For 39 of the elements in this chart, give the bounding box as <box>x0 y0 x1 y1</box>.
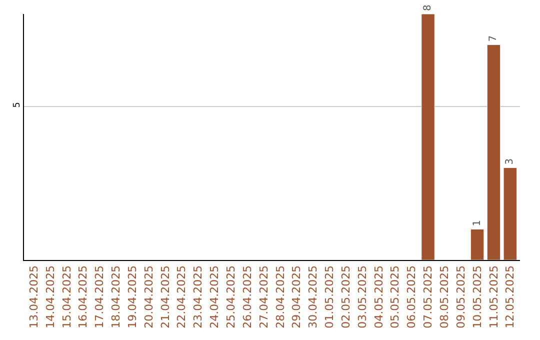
data-label: 8 <box>422 4 434 11</box>
y-tick-label: 5 <box>12 102 22 108</box>
x-tick-label: 08.05.2025 <box>438 265 452 328</box>
bar <box>421 14 435 260</box>
bar <box>486 44 501 260</box>
x-tick-label: 11.05.2025 <box>487 265 500 328</box>
x-tick-label: 01.05.2025 <box>323 265 336 328</box>
x-tick-label: 16.04.2025 <box>76 265 90 328</box>
x-tick-label: 13.04.2025 <box>27 265 40 328</box>
x-tick-label: 22.04.2025 <box>175 265 188 328</box>
data-label: 7 <box>488 35 500 42</box>
bar <box>503 168 517 260</box>
x-tick-label: 05.05.2025 <box>388 265 402 328</box>
x-tick-label: 29.04.2025 <box>290 265 304 328</box>
x-tick-label: 03.05.2025 <box>356 265 369 328</box>
x-tick-label: 23.04.2025 <box>192 265 205 328</box>
data-label: 1 <box>472 220 483 226</box>
x-tick-label: 26.04.2025 <box>240 265 254 328</box>
x-tick-label: 21.04.2025 <box>158 265 172 328</box>
x-tick-label: 04.05.2025 <box>372 265 386 328</box>
x-tick-label: 19.04.2025 <box>126 265 139 328</box>
x-tick-label: 10.05.2025 <box>470 265 484 328</box>
x-tick-label: 06.05.2025 <box>405 265 418 328</box>
x-tick-label: 27.04.2025 <box>257 265 270 328</box>
x-tick-label: 30.04.2025 <box>306 265 320 328</box>
x-tick-label: 24.04.2025 <box>208 265 222 328</box>
x-tick-label: 20.04.2025 <box>142 265 156 328</box>
x-tick-label: 02.05.2025 <box>339 265 352 328</box>
x-tick-label: 28.04.2025 <box>274 265 287 328</box>
x-tick-label: 07.05.2025 <box>422 265 435 328</box>
x-tick-label: 18.04.2025 <box>110 265 123 328</box>
x-tick-label: 15.04.2025 <box>60 265 74 328</box>
x-tick-label: 25.04.2025 <box>224 265 238 328</box>
x-tick-label: 12.05.2025 <box>504 265 517 328</box>
x-tick-label: 17.04.2025 <box>93 265 106 328</box>
data-label: 3 <box>504 158 516 165</box>
bar <box>470 229 484 260</box>
x-tick-label: 14.04.2025 <box>44 265 57 328</box>
x-tick-label: 09.05.2025 <box>454 265 468 328</box>
